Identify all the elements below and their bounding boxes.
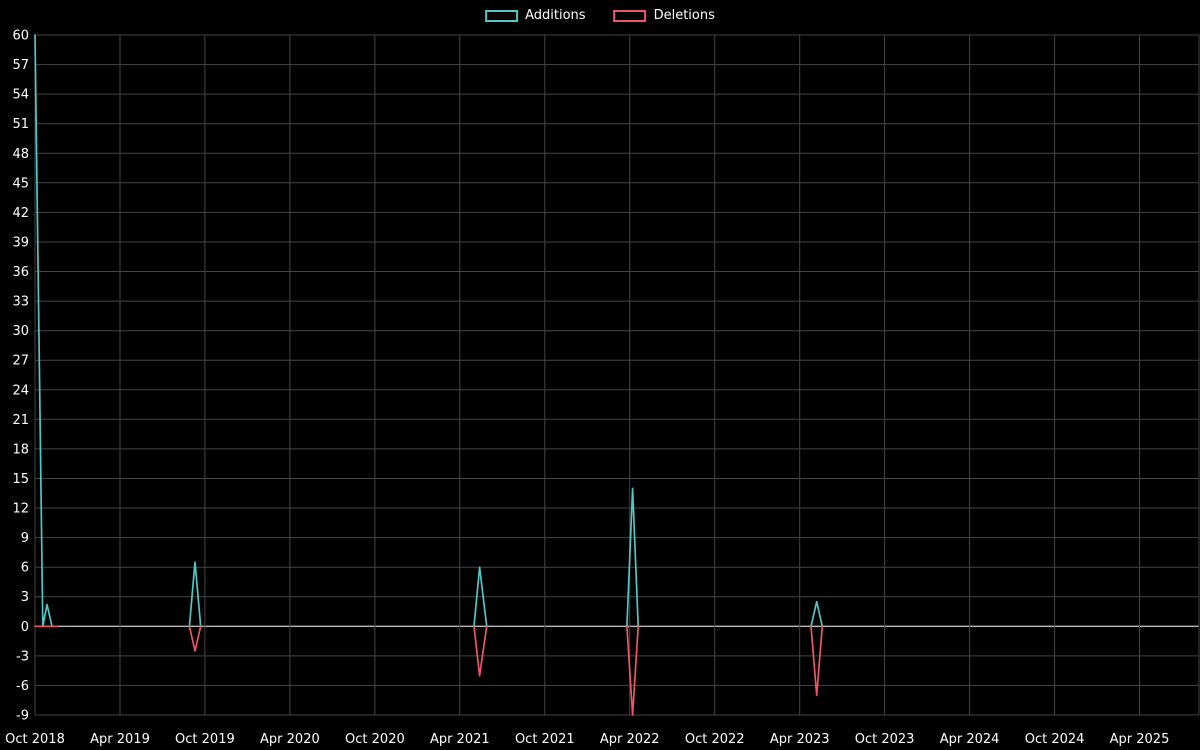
svg-text:36: 36 xyxy=(12,265,29,280)
svg-text:Oct 2019: Oct 2019 xyxy=(175,732,235,747)
svg-text:Oct 2022: Oct 2022 xyxy=(685,732,745,747)
svg-text:24: 24 xyxy=(12,383,29,398)
svg-text:-9: -9 xyxy=(16,709,29,724)
svg-text:Oct 2021: Oct 2021 xyxy=(515,732,575,747)
svg-text:Oct 2020: Oct 2020 xyxy=(345,732,405,747)
legend-swatch-deletions xyxy=(613,10,647,22)
svg-text:Apr 2025: Apr 2025 xyxy=(1110,732,1170,747)
legend-label-deletions: Deletions xyxy=(653,8,715,23)
svg-text:30: 30 xyxy=(12,324,29,339)
svg-text:12: 12 xyxy=(12,502,29,517)
chart-legend: Additions Deletions xyxy=(485,8,715,24)
svg-text:Oct 2018: Oct 2018 xyxy=(5,732,65,747)
svg-text:45: 45 xyxy=(12,176,29,191)
svg-text:Apr 2024: Apr 2024 xyxy=(940,732,1000,747)
svg-text:39: 39 xyxy=(12,236,29,251)
svg-text:42: 42 xyxy=(12,206,29,221)
svg-text:9: 9 xyxy=(21,531,29,546)
legend-item-deletions: Deletions xyxy=(613,8,715,24)
svg-text:60: 60 xyxy=(12,29,29,44)
svg-text:21: 21 xyxy=(12,413,29,428)
svg-text:33: 33 xyxy=(12,295,29,310)
svg-text:57: 57 xyxy=(12,58,29,73)
svg-text:3: 3 xyxy=(21,590,29,605)
svg-text:Apr 2021: Apr 2021 xyxy=(430,732,490,747)
svg-text:Oct 2024: Oct 2024 xyxy=(1025,732,1085,747)
svg-text:-6: -6 xyxy=(16,679,29,694)
svg-text:0: 0 xyxy=(21,620,29,635)
svg-text:54: 54 xyxy=(12,88,29,103)
svg-text:Oct 2023: Oct 2023 xyxy=(855,732,915,747)
svg-text:51: 51 xyxy=(12,117,29,132)
svg-text:-3: -3 xyxy=(16,649,29,664)
svg-text:Apr 2023: Apr 2023 xyxy=(770,732,830,747)
legend-label-additions: Additions xyxy=(525,8,586,23)
legend-swatch-additions xyxy=(485,10,519,22)
legend-item-additions: Additions xyxy=(485,8,586,24)
svg-text:6: 6 xyxy=(21,561,29,576)
svg-text:Apr 2020: Apr 2020 xyxy=(260,732,320,747)
svg-text:Apr 2022: Apr 2022 xyxy=(600,732,660,747)
svg-text:Apr 2019: Apr 2019 xyxy=(90,732,150,747)
svg-text:18: 18 xyxy=(12,442,29,457)
svg-text:15: 15 xyxy=(12,472,29,487)
svg-text:27: 27 xyxy=(12,354,29,369)
svg-text:48: 48 xyxy=(12,147,29,162)
